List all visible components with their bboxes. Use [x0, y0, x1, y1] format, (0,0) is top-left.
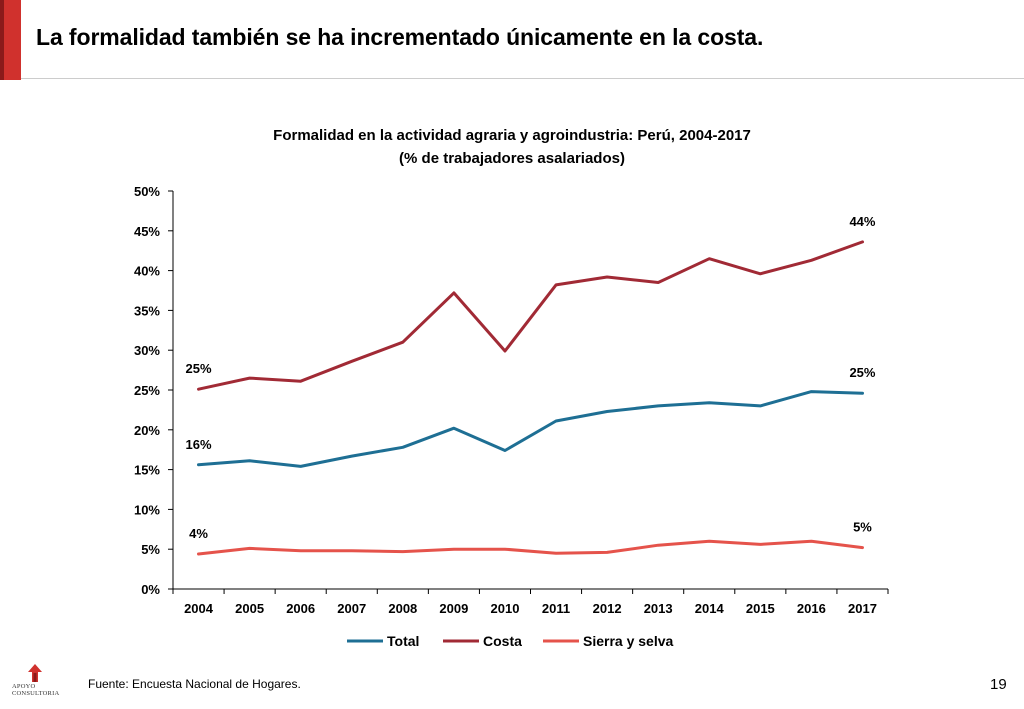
- y-tick-label: 5%: [141, 542, 160, 557]
- logo-text-line1: APOYO: [12, 683, 36, 690]
- x-tick-label: 2009: [439, 601, 468, 616]
- source-note: Fuente: Encuesta Nacional de Hogares.: [88, 677, 301, 691]
- x-tick-label: 2005: [235, 601, 264, 616]
- accent-bar: [0, 0, 21, 80]
- x-tick-label: 2006: [286, 601, 315, 616]
- title-divider: [21, 78, 1024, 79]
- x-tick-label: 2014: [695, 601, 725, 616]
- series-line-total: [197, 390, 864, 468]
- data-label-sierra: 4%: [189, 526, 208, 541]
- x-tick-label: 2011: [542, 601, 570, 616]
- y-tick-label: 0%: [141, 582, 160, 597]
- y-tick-label: 30%: [134, 343, 160, 358]
- page-title: La formalidad también se ha incrementado…: [36, 24, 764, 50]
- data-label-costa: 25%: [186, 361, 212, 376]
- chart-subtitle: (% de trabajadores asalariados): [399, 150, 625, 167]
- x-tick-label: 2013: [644, 601, 673, 616]
- y-tick-label: 40%: [134, 264, 160, 279]
- y-tick-label: 45%: [134, 224, 160, 239]
- y-tick-label: 20%: [134, 423, 160, 438]
- x-tick-label: 2007: [337, 601, 366, 616]
- legend-label-total: Total: [387, 633, 419, 649]
- x-tick-label: 2015: [746, 601, 775, 616]
- legend-label-sierra: Sierra y selva: [583, 633, 674, 649]
- data-label-sierra: 5%: [853, 520, 872, 535]
- x-tick-label: 2016: [797, 601, 826, 616]
- y-tick-label: 15%: [134, 463, 160, 478]
- x-tick-label: 2010: [491, 601, 520, 616]
- data-label-total: 25%: [849, 365, 875, 380]
- accent-bar-light: [4, 0, 21, 80]
- legend-label-costa: Costa: [483, 633, 522, 649]
- x-tick-label: 2017: [848, 601, 877, 616]
- series-line-sierra: [197, 539, 864, 556]
- series-line-costa: [197, 240, 864, 391]
- company-logo: APOYO CONSULTORIA: [12, 664, 68, 704]
- x-tick-label: 2012: [593, 601, 622, 616]
- y-tick-label: 10%: [134, 502, 160, 517]
- logo-text-line2: CONSULTORIA: [12, 690, 60, 697]
- y-tick-label: 50%: [134, 184, 160, 199]
- x-tick-label: 2008: [388, 601, 417, 616]
- y-tick-label: 35%: [134, 303, 160, 318]
- page-number: 19: [990, 676, 1007, 693]
- accent-bar-dark: [0, 0, 4, 80]
- logo-mark-icon: [28, 664, 42, 682]
- data-label-total: 16%: [186, 437, 212, 452]
- chart-title: Formalidad en la actividad agraria y agr…: [273, 127, 751, 144]
- x-tick-label: 2004: [184, 601, 214, 616]
- y-tick-label: 25%: [134, 383, 160, 398]
- data-label-costa: 44%: [849, 214, 875, 229]
